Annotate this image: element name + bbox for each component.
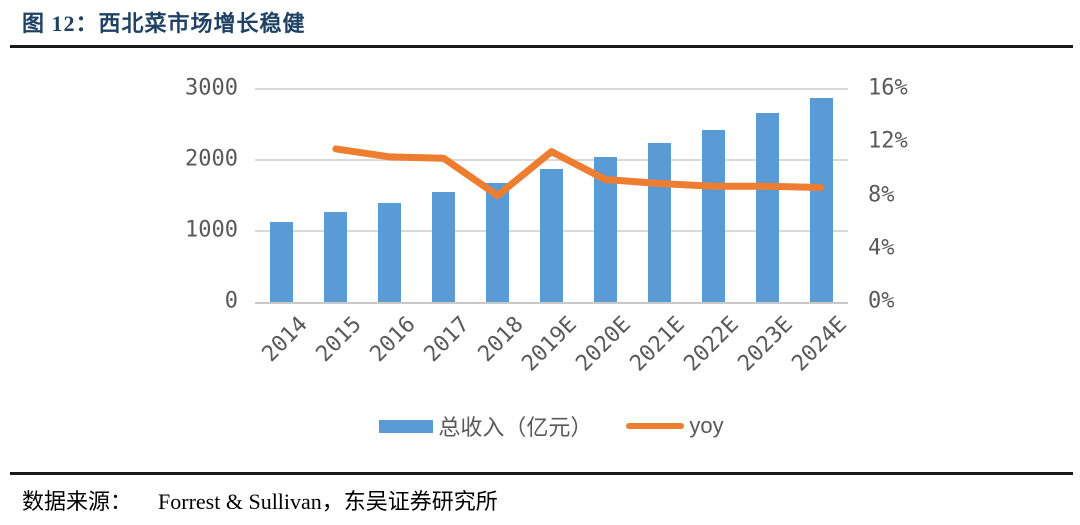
- yoy-line: [332, 145, 825, 199]
- x-axis-label: 2015: [311, 312, 367, 368]
- left-axis-tick-label: 1000: [185, 217, 238, 243]
- left-axis-tick-label: 3000: [185, 75, 238, 101]
- x-axis-label: 2020E: [571, 312, 637, 377]
- revenue-bar: [432, 191, 456, 302]
- right-axis-tick-label: 4%: [868, 235, 895, 261]
- revenue-bar: [324, 211, 348, 302]
- legend-line-label: yoy: [689, 413, 724, 438]
- x-axis-label: 2016: [365, 312, 421, 368]
- left-axis-tick-label: 0: [224, 288, 238, 314]
- gridline: [255, 88, 848, 90]
- revenue-bar: [647, 142, 671, 302]
- legend-bar-label: 总收入（亿元）: [438, 415, 593, 440]
- title-divider: [10, 45, 1073, 48]
- revenue-bar: [540, 169, 563, 302]
- left-axis-tick-label: 2000: [185, 146, 238, 172]
- x-axis-label: 2019E: [517, 312, 583, 377]
- x-axis-label: 2022E: [679, 312, 744, 377]
- revenue-bar: [378, 203, 402, 302]
- revenue-bar: [486, 182, 510, 302]
- x-axis-label: 2014: [257, 312, 313, 368]
- revenue-bar: [701, 130, 725, 302]
- revenue-bar: [593, 157, 617, 302]
- revenue-bar: [809, 98, 833, 302]
- right-axis-tick-label: 12%: [868, 128, 908, 154]
- legend-bar-swatch-icon: [379, 419, 434, 433]
- right-axis-tick-label: 8%: [868, 182, 895, 207]
- x-axis-label: 2017: [419, 312, 475, 368]
- x-axis-baseline: [255, 302, 848, 304]
- source-line: 数据来源： Forrest & Sullivan，东吴证券研究所: [22, 484, 498, 516]
- figure-title: 图 12：西北菜市场增长稳健: [22, 11, 306, 36]
- x-axis-label: 2023E: [733, 312, 798, 377]
- x-axis-label: 2024E: [787, 312, 852, 377]
- x-axis-label: 2021E: [625, 312, 691, 377]
- revenue-bar: [270, 221, 294, 302]
- right-axis-tick-label: 16%: [868, 75, 908, 101]
- chart-legend: 总收入（亿元） yoy: [255, 411, 848, 441]
- revenue-bar: [755, 113, 779, 302]
- source-prefix: 数据来源：: [22, 489, 133, 514]
- chart-area: 3000 2000 1000 0 16% 12% 8% 4% 0% 2014 2015 2016 201…: [185, 75, 908, 377]
- footer-divider: [10, 472, 1073, 475]
- legend-line-swatch-icon: [626, 423, 685, 429]
- right-axis-tick-label: 0%: [868, 288, 895, 314]
- source-text: Forrest & Sullivan，东吴证券研究所: [158, 489, 498, 514]
